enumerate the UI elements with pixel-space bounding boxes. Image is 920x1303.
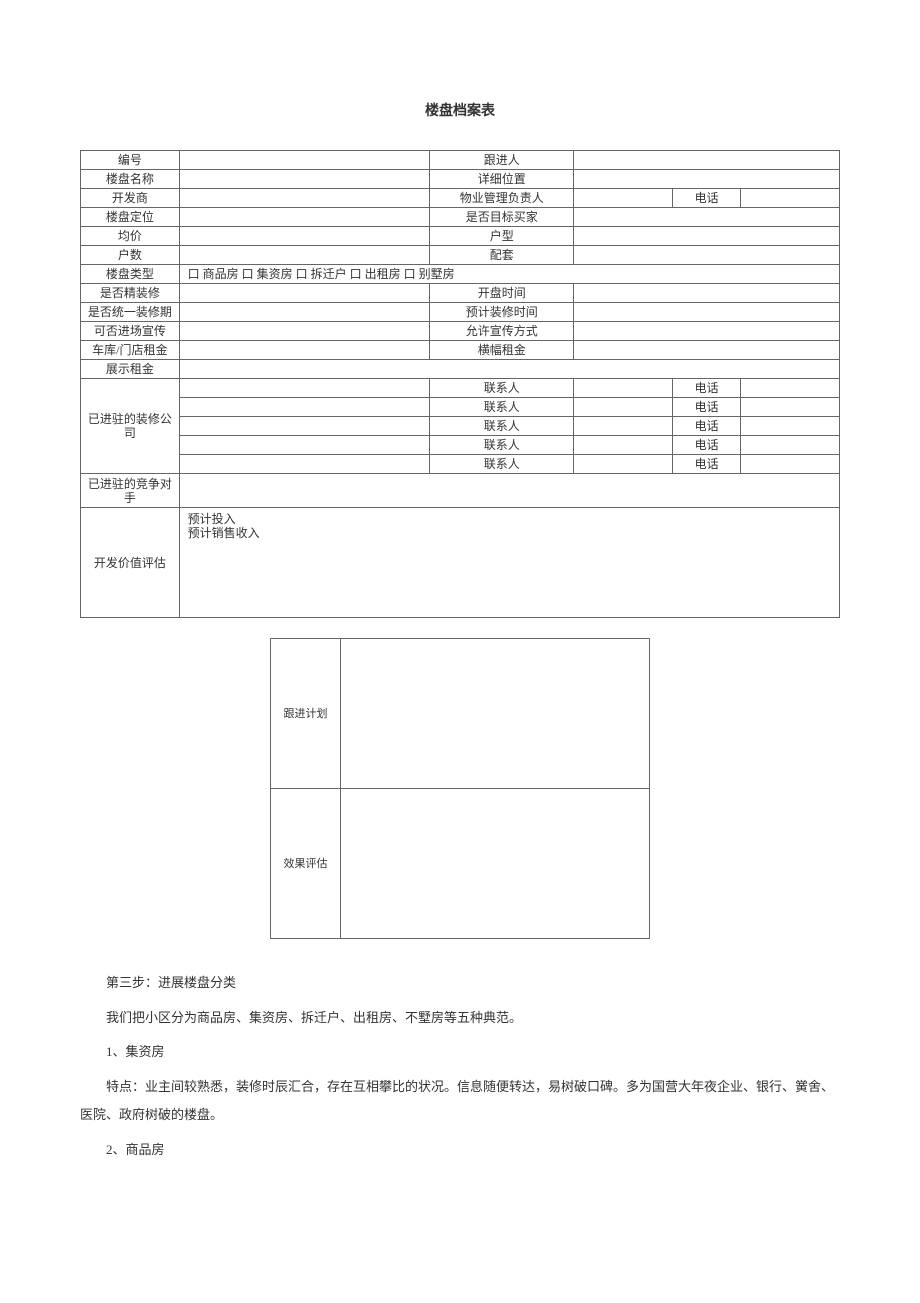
followup-table: 跟进计划 效果评估 — [270, 638, 650, 939]
label-phone-3: 电话 — [673, 417, 741, 436]
cell-fine-decoration — [179, 284, 429, 303]
cell-property-manager — [574, 189, 673, 208]
cell-target-buyer — [574, 208, 840, 227]
cell-phone-3 — [741, 417, 840, 436]
cell-deco-co-5 — [179, 455, 429, 474]
step3-description: 我们把小区分为商品房、集资房、拆迁户、出租房、不墅房等五种典范。 — [80, 1004, 840, 1033]
label-contact-3: 联系人 — [430, 417, 574, 436]
cell-allowed-promo — [574, 322, 840, 341]
label-contact-2: 联系人 — [430, 398, 574, 417]
label-unit-type: 户型 — [430, 227, 574, 246]
label-facilities: 配套 — [430, 246, 574, 265]
label-project-name: 楼盘名称 — [81, 170, 180, 189]
cell-onsite-promo — [179, 322, 429, 341]
label-contact-5: 联系人 — [430, 455, 574, 474]
label-phone-1: 电话 — [673, 379, 741, 398]
cell-developer — [179, 189, 429, 208]
label-positioning: 楼盘定位 — [81, 208, 180, 227]
cell-est-decoration-time — [574, 303, 840, 322]
cell-contact-1 — [574, 379, 673, 398]
value-eval-line-2: 预计销售收入 — [188, 526, 831, 540]
label-developer: 开发商 — [81, 189, 180, 208]
label-phone-5: 电话 — [673, 455, 741, 474]
cell-phone — [741, 189, 840, 208]
property-archive-table: 编号 跟进人 楼盘名称 详细位置 开发商 物业管理负责人 电话 楼盘定位 是否目… — [80, 150, 840, 618]
cell-phone-5 — [741, 455, 840, 474]
cell-display-rent — [179, 360, 839, 379]
document-title: 楼盘档案表 — [80, 100, 840, 120]
step3-title: 第三步：进展楼盘分类 — [80, 969, 840, 998]
cell-follower — [574, 151, 840, 170]
cell-unified-period — [179, 303, 429, 322]
label-id: 编号 — [81, 151, 180, 170]
label-opening-time: 开盘时间 — [430, 284, 574, 303]
label-household-count: 户数 — [81, 246, 180, 265]
cell-phone-4 — [741, 436, 840, 455]
label-value-evaluation: 开发价值评估 — [81, 508, 180, 618]
label-effect-evaluation: 效果评估 — [271, 789, 341, 939]
label-garage-rent: 车库/门店租金 — [81, 341, 180, 360]
cell-effect-evaluation — [341, 789, 650, 939]
label-competitors: 已进驻的竞争对手 — [81, 474, 180, 508]
label-avg-price: 均价 — [81, 227, 180, 246]
label-followup-plan: 跟进计划 — [271, 639, 341, 789]
label-location: 详细位置 — [430, 170, 574, 189]
cell-followup-plan — [341, 639, 650, 789]
label-follower: 跟进人 — [430, 151, 574, 170]
cell-phone-1 — [741, 379, 840, 398]
cell-deco-co-2 — [179, 398, 429, 417]
cell-opening-time — [574, 284, 840, 303]
label-fine-decoration: 是否精装修 — [81, 284, 180, 303]
label-property-type: 楼盘类型 — [81, 265, 180, 284]
label-contact-1: 联系人 — [430, 379, 574, 398]
label-display-rent: 展示租金 — [81, 360, 180, 379]
label-phone-4: 电话 — [673, 436, 741, 455]
label-target-buyer: 是否目标买家 — [430, 208, 574, 227]
cell-deco-co-1 — [179, 379, 429, 398]
label-phone-2: 电话 — [673, 398, 741, 417]
cell-competitors — [179, 474, 839, 508]
cell-garage-rent — [179, 341, 429, 360]
cell-contact-3 — [574, 417, 673, 436]
label-onsite-promo: 可否进场宣传 — [81, 322, 180, 341]
cell-contact-4 — [574, 436, 673, 455]
cell-contact-2 — [574, 398, 673, 417]
label-unified-period: 是否统一装修期 — [81, 303, 180, 322]
cell-deco-co-3 — [179, 417, 429, 436]
cell-project-name — [179, 170, 429, 189]
item1-heading: 1、集资房 — [80, 1038, 840, 1067]
label-entered-decoration-co: 已进驻的装修公司 — [81, 379, 180, 474]
cell-value-evaluation: 预计投入 预计销售收入 — [179, 508, 839, 618]
cell-location — [574, 170, 840, 189]
label-allowed-promo: 允许宣传方式 — [430, 322, 574, 341]
value-eval-line-1: 预计投入 — [188, 512, 831, 526]
cell-phone-2 — [741, 398, 840, 417]
cell-household-count — [179, 246, 429, 265]
cell-unit-type — [574, 227, 840, 246]
cell-contact-5 — [574, 455, 673, 474]
item2-heading: 2、商品房 — [80, 1136, 840, 1165]
cell-avg-price — [179, 227, 429, 246]
cell-property-type-options: 口 商品房 口 集资房 口 拆迁户 口 出租房 口 别墅房 — [179, 265, 839, 284]
cell-positioning — [179, 208, 429, 227]
cell-id — [179, 151, 429, 170]
label-contact-4: 联系人 — [430, 436, 574, 455]
cell-banner-rent — [574, 341, 840, 360]
cell-facilities — [574, 246, 840, 265]
label-property-manager: 物业管理负责人 — [430, 189, 574, 208]
label-est-decoration-time: 预计装修时间 — [430, 303, 574, 322]
item1-body: 特点：业主间较熟悉，装修时辰汇合，存在互相攀比的状况。信息随便转达，易树破口碑。… — [80, 1073, 840, 1130]
label-phone: 电话 — [673, 189, 741, 208]
cell-deco-co-4 — [179, 436, 429, 455]
label-banner-rent: 横幅租金 — [430, 341, 574, 360]
